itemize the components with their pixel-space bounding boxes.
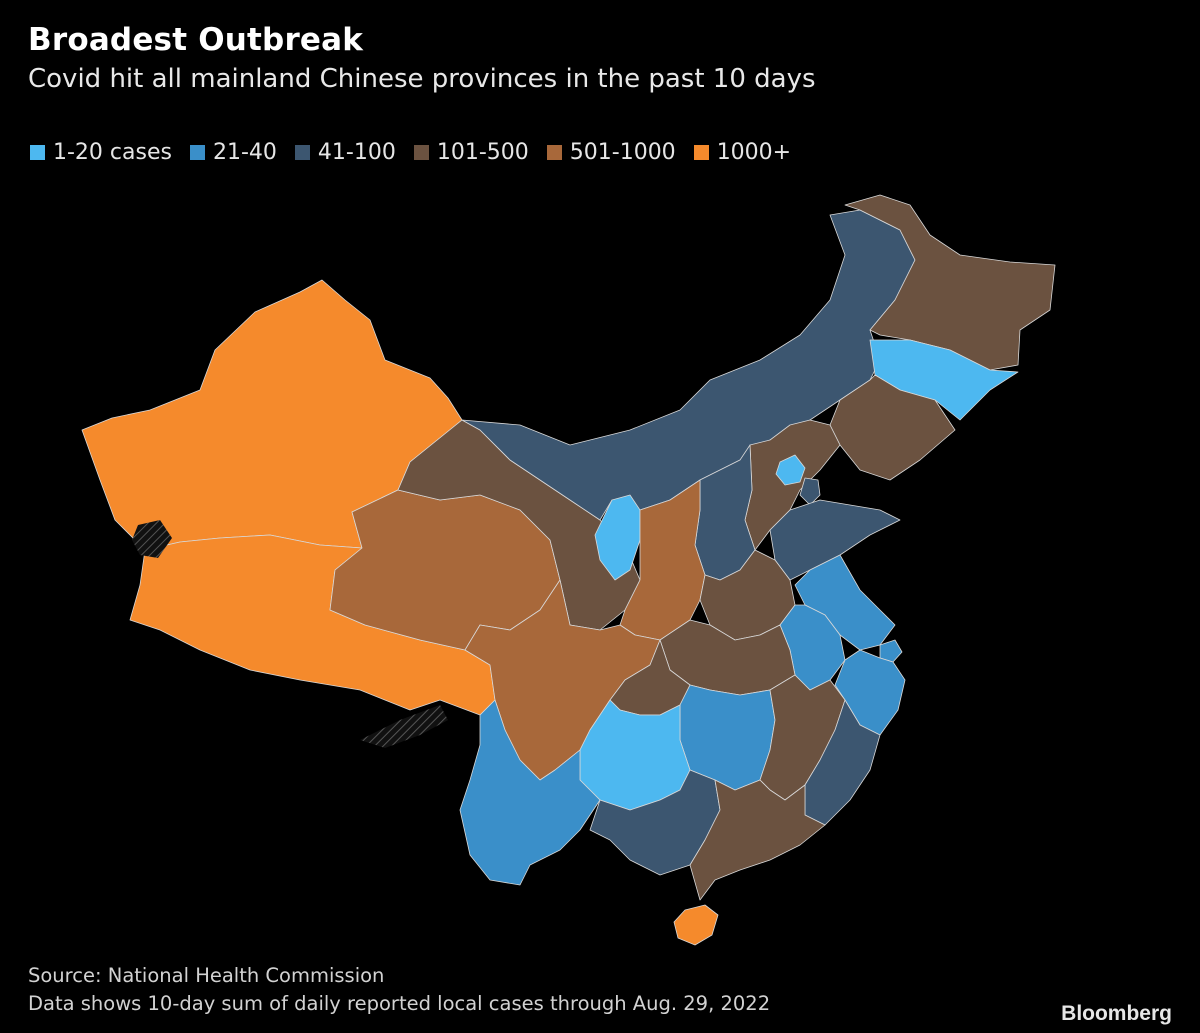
legend-label: 41-100 [317, 140, 396, 165]
legend-item-5: 501-1000 [546, 140, 676, 165]
legend-swatch [693, 145, 709, 160]
legend-item-1: 1-20 cases [30, 140, 172, 165]
chart-subtitle: Covid hit all mainland Chinese provinces… [28, 64, 816, 94]
disputed-area-south [360, 705, 448, 748]
region-ningxia[interactable] [594, 494, 641, 581]
legend-item-6: 1000+ [693, 140, 792, 165]
legend-item-2: 21-40 [189, 140, 277, 165]
region-shanghai[interactable] [879, 639, 903, 663]
region-yunnan[interactable] [459, 699, 601, 886]
legend-label: 101-500 [436, 140, 529, 165]
bloomberg-logo: Bloomberg [1061, 1002, 1172, 1025]
legend-swatch [546, 145, 562, 160]
source-text: Source: National Health Commission [28, 964, 385, 987]
legend: 1-20 cases 21-40 41-100 101-500 501-1000… [30, 140, 809, 165]
region-beijing[interactable] [775, 454, 806, 486]
legend-item-4: 101-500 [413, 140, 529, 165]
legend-label: 21-40 [212, 140, 277, 165]
disputed-area-west [132, 520, 172, 558]
region-fujian[interactable] [804, 699, 881, 826]
legend-label: 501-1000 [569, 140, 676, 165]
legend-swatch [189, 145, 205, 160]
region-inner-mongolia[interactable] [461, 209, 916, 521]
region-guangdong[interactable] [689, 779, 826, 901]
region-heilongjiang[interactable] [844, 194, 1056, 371]
legend-item-3: 41-100 [294, 140, 396, 165]
region-hainan[interactable] [673, 904, 719, 946]
region-tianjin[interactable] [799, 477, 821, 506]
legend-label: 1000+ [716, 140, 792, 165]
source-note: Source: National Health Commission Data … [28, 962, 770, 1018]
chart-title: Broadest Outbreak [28, 22, 364, 58]
legend-swatch [413, 145, 429, 160]
region-shandong[interactable] [769, 499, 901, 581]
legend-label: 1-20 cases [53, 140, 172, 165]
legend-swatch [294, 145, 310, 160]
legend-swatch [30, 145, 45, 160]
data-note: Data shows 10-day sum of daily reported … [28, 992, 771, 1015]
